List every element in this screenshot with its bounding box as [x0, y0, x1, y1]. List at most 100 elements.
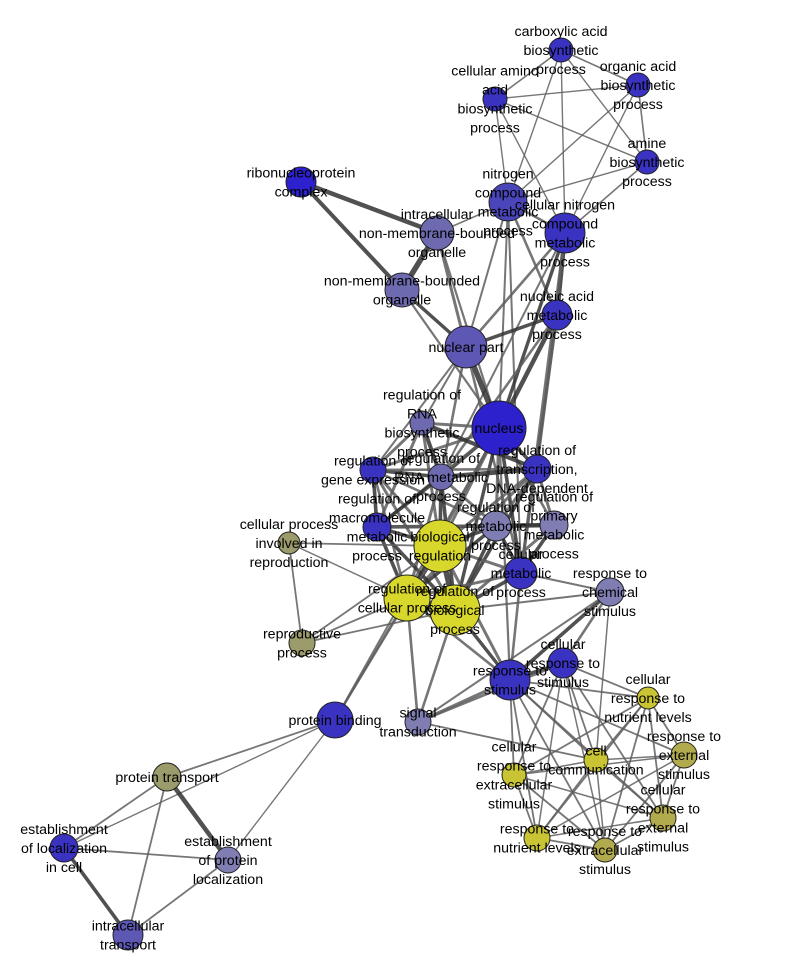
node-signal-transduction[interactable]: [404, 708, 432, 736]
edge: [506, 201, 559, 316]
edge: [604, 697, 649, 851]
node-label-protein-binding: protein binding: [288, 713, 381, 729]
node-regulation-of-transcription-dna-dependent[interactable]: [522, 454, 552, 484]
edge: [440, 232, 566, 478]
node-non-membrane-bounded-organelle[interactable]: [384, 272, 420, 308]
node-regulation-of-biological-process[interactable]: [429, 584, 481, 636]
node-regulation-of-primary-metabolic-process[interactable]: [539, 510, 569, 540]
node-label-protein-transport: protein transport: [115, 770, 218, 786]
edge: [417, 721, 597, 761]
node-response-to-chemical-stimulus[interactable]: [595, 577, 625, 607]
edge: [63, 776, 168, 849]
edge: [439, 314, 559, 478]
node-label-cellular-metabolic-process: cellular metabolic process: [491, 547, 552, 601]
edge: [227, 719, 336, 861]
node-label-cellular-process-involved-in-reproduction: cellular process involved in reproduction: [240, 517, 339, 571]
edge: [372, 346, 467, 471]
node-cellular-amino-acid-biosynthetic-process[interactable]: [482, 86, 508, 112]
edge: [453, 427, 501, 611]
node-regulation-of-macromolecule-metabolic-process[interactable]: [362, 512, 392, 542]
node-label-carboxylic-acid-biosynthetic-process: carboxylic acid biosynthetic process: [514, 24, 607, 78]
edge: [439, 346, 468, 478]
node-establishment-of-protein-localization[interactable]: [214, 846, 242, 874]
edge: [127, 859, 229, 936]
node-response-to-extracellular-stimulus[interactable]: [592, 837, 618, 863]
node-carboxylic-acid-biosynthetic-process[interactable]: [548, 37, 574, 63]
node-label-cellular-response-to-stimulus: cellular response to stimulus: [526, 637, 600, 691]
node-label-cellular-amino-acid-biosynthetic-process: cellular amino acid biosynthetic process: [451, 64, 539, 137]
node-cellular-response-to-nutrient-levels[interactable]: [636, 686, 660, 710]
edge: [595, 697, 649, 761]
edge: [509, 679, 606, 851]
node-biological-regulation[interactable]: [413, 519, 467, 573]
edge: [560, 49, 648, 163]
edge: [564, 84, 639, 234]
node-label-nucleic-acid-metabolic-process: nucleic acid metabolic process: [520, 289, 594, 343]
node-regulation-of-rna-biosynthetic-process[interactable]: [409, 410, 435, 436]
nodes-layer: [49, 37, 698, 951]
node-cellular-metabolic-process[interactable]: [504, 556, 538, 590]
node-organic-acid-biosynthetic-process[interactable]: [625, 72, 651, 98]
edge: [595, 759, 664, 819]
node-label-reproductive-process: reproductive process: [263, 627, 341, 662]
node-ribonucleoprotein-complex[interactable]: [285, 166, 317, 198]
edge: [417, 591, 611, 723]
node-nitrogen-compound-metabolic-process[interactable]: [488, 182, 528, 222]
node-regulation-of-metabolic-process[interactable]: [480, 510, 512, 542]
node-label-response-to-extracellular-stimulus: response to extracellular stimulus: [567, 824, 644, 878]
edge: [507, 49, 562, 203]
node-establishment-of-localization-in-cell[interactable]: [49, 833, 79, 863]
node-label-regulation-of-rna-metabolic-process: regulation of RNA metabolic process: [394, 451, 488, 505]
edge: [498, 201, 509, 429]
node-label-nucleus: nucleus: [475, 421, 524, 437]
node-protein-binding[interactable]: [316, 701, 354, 739]
node-response-to-nutrient-levels[interactable]: [523, 824, 551, 852]
node-label-nitrogen-compound-metabolic-process: nitrogen compound metabolic process: [475, 167, 541, 240]
node-cellular-process-involved-in-reproduction[interactable]: [277, 531, 301, 555]
node-label-amine-biosynthetic-process: amine biosynthetic process: [610, 136, 685, 190]
node-label-response-to-nutrient-levels: response to nutrient levels: [493, 822, 581, 857]
node-intracellular-transport[interactable]: [112, 919, 144, 951]
node-label-intracellular-transport: intracellular transport: [92, 919, 165, 954]
node-label-response-to-external-stimulus: response to external stimulus: [647, 729, 721, 783]
node-label-organic-acid-biosynthetic-process: organic acid biosynthetic process: [600, 59, 677, 113]
edge: [494, 98, 566, 234]
node-regulation-of-rna-metabolic-process[interactable]: [427, 463, 455, 491]
edge: [595, 759, 606, 851]
edge: [464, 346, 523, 574]
node-reproductive-process[interactable]: [288, 629, 316, 657]
edge: [288, 542, 303, 644]
node-nucleus[interactable]: [471, 400, 527, 456]
node-nucleic-acid-metabolic-process[interactable]: [541, 299, 573, 331]
node-regulation-of-gene-expression[interactable]: [359, 456, 387, 484]
edge: [465, 201, 509, 348]
node-label-response-to-stimulus: response to stimulus: [473, 664, 547, 699]
node-protein-transport[interactable]: [152, 762, 182, 792]
node-amine-biosynthetic-process[interactable]: [634, 149, 660, 175]
edge: [440, 466, 538, 480]
edge: [513, 759, 597, 776]
edge: [166, 719, 336, 778]
node-label-cellular-response-to-external-stimulus: cellular response to external stimulus: [626, 783, 700, 856]
edge: [513, 697, 649, 776]
node-cellular-response-to-stimulus[interactable]: [547, 647, 579, 679]
node-label-cellular-response-to-nutrient-levels: cellular response to nutrient levels: [604, 672, 692, 726]
node-label-regulation-of-gene-expression: regulation of gene expression: [321, 454, 425, 489]
edge: [562, 662, 597, 761]
node-label-regulation-of-metabolic-process: regulation of metabolic process: [457, 500, 535, 554]
node-response-to-external-stimulus[interactable]: [670, 741, 698, 769]
edge: [334, 427, 500, 721]
edge: [513, 662, 564, 776]
node-cellular-nitrogen-compound-metabolic-process[interactable]: [544, 212, 586, 254]
node-regulation-of-cellular-process[interactable]: [383, 574, 431, 622]
node-label-non-membrane-bounded-organelle: non-membrane-bounded organelle: [324, 274, 480, 309]
node-label-regulation-of-rna-biosynthetic-process: regulation of RNA biosynthetic process: [383, 388, 461, 461]
node-cellular-response-to-external-stimulus[interactable]: [649, 804, 677, 832]
node-nuclear-part[interactable]: [444, 325, 488, 369]
labels-layer: carboxylic acid biosynthetic process organi…: [20, 24, 721, 954]
node-response-to-stimulus[interactable]: [489, 659, 531, 701]
node-cell-communication[interactable]: [583, 747, 609, 773]
edge: [513, 774, 606, 851]
node-cellular-response-to-extracellular-stimulus[interactable]: [501, 762, 527, 788]
node-intracellular-non-membrane-bounded-organelle[interactable]: [419, 215, 455, 251]
